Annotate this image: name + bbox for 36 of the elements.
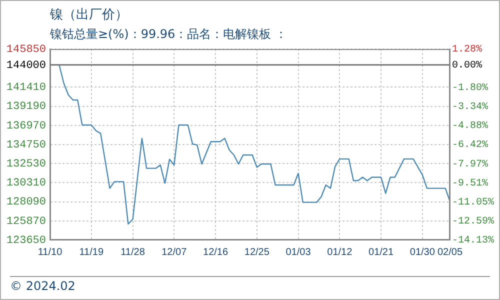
y2-tick-label: 1.28% (452, 44, 482, 56)
x-tick-label: 12/25 (244, 246, 270, 258)
y2-tick-label: -7.97% (452, 159, 488, 170)
x-tick-label: 01/03 (286, 246, 312, 258)
y2-tick-label: -12.59% (452, 216, 494, 228)
y2-tick-label: -14.13% (452, 236, 494, 247)
x-tick-label: 01/12 (327, 246, 353, 258)
y-tick-label: 132530 (6, 158, 46, 171)
x-tick-label: 01/30 (410, 246, 436, 258)
y2-tick-label: -4.88% (452, 120, 488, 132)
y-tick-label: 123650 (6, 234, 46, 247)
y2-tick-label: -6.42% (452, 140, 488, 152)
y2-tick-label: -1.80% (452, 82, 488, 94)
x-tick-label: 02/05 (437, 246, 463, 258)
y-tick-label: 144000 (6, 60, 46, 72)
y2-tick-label: -11.05% (452, 197, 494, 208)
chart-title: 镍（出厂价） (49, 7, 128, 22)
y2-tick-label: -9.51% (452, 178, 488, 190)
x-tick-label: 12/07 (162, 246, 188, 258)
y-tick-label: 136970 (6, 120, 46, 132)
y-tick-label: 145850 (6, 44, 46, 56)
y-tick-label: 128090 (6, 196, 46, 209)
y2-tick-label: 0.00% (452, 60, 482, 72)
text: © 2024.02 (10, 279, 76, 294)
x-tick-label: 11/28 (120, 246, 146, 258)
y-tick-label: 139190 (6, 101, 46, 114)
y-tick-label: 125870 (6, 216, 46, 228)
x-tick-label: 11/19 (79, 246, 104, 258)
x-tick-label: 11/10 (38, 246, 63, 258)
y-tick-label: 141410 (6, 82, 46, 94)
y-tick-label: 130310 (6, 178, 46, 190)
chart-subtitle: 镍钴总量≥(%)：99.96：品名：电解镍板 ： (49, 27, 287, 42)
y2-tick-label: -3.34% (452, 102, 488, 113)
y-tick-label: 134750 (6, 139, 46, 152)
x-tick-label: 12/16 (203, 246, 228, 258)
x-tick-label: 01/21 (368, 246, 394, 258)
